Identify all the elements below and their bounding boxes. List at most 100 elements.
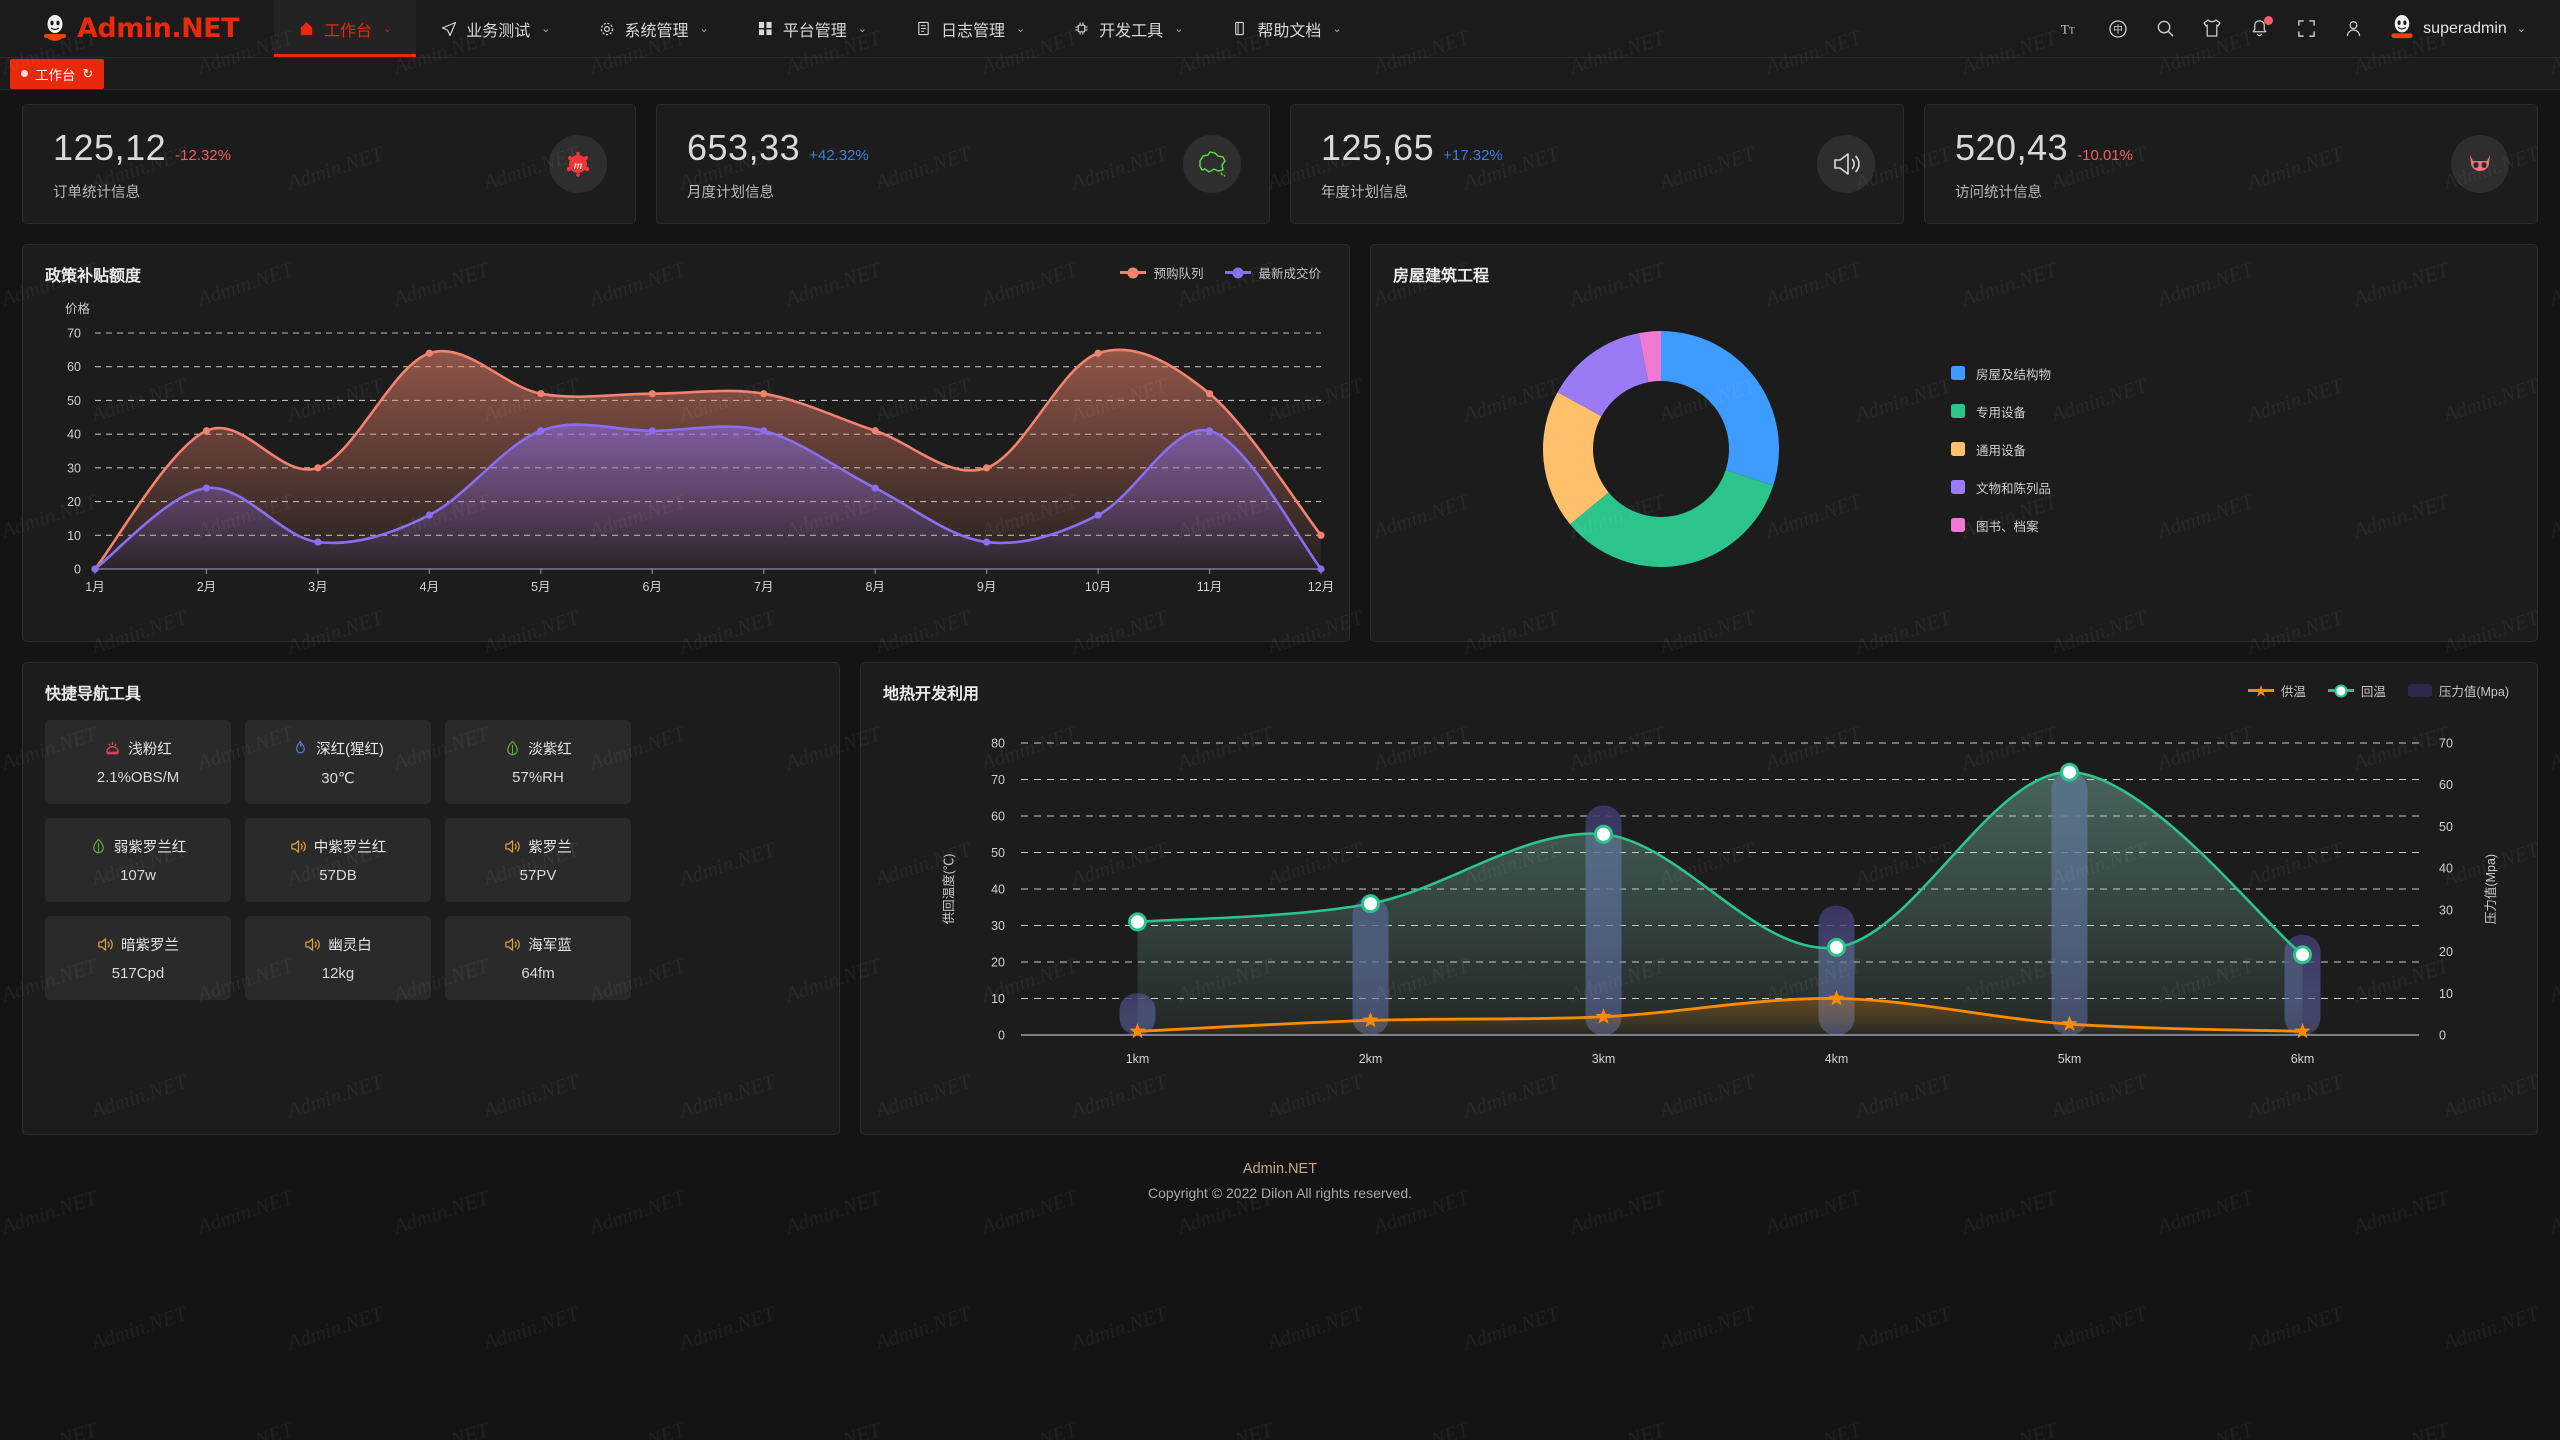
nav-item-platform-management[interactable]: 平台管理 ⌄ [733,0,891,57]
app-header: Admin.NET 工作台 ⌄ 业务测试 ⌄ 系统管理 ⌄ [0,0,2560,58]
donut-slice[interactable] [1661,331,1779,486]
donut-slice[interactable] [1543,392,1609,525]
nav-item-workbench[interactable]: 工作台 ⌄ [274,0,417,57]
donut-legend-item[interactable]: 文物和陈列品 [1951,478,2051,497]
policy-subsidy-chart-svg: 价格 0 10 20 30 40 50 60 70 1月 2月 3月 4月 5月 6月 7月 8月 9月 10月 11… [65,301,1334,594]
language-globe-icon[interactable]: 中 [2107,18,2129,40]
brand-name: Admin.NET [77,13,240,44]
brand[interactable]: Admin.NET [0,0,274,57]
quicknav-card[interactable]: 幽灵白 12kg [245,916,431,1000]
panel-title: 政策补贴额度 [45,268,142,285]
svg-text:5月: 5月 [531,580,550,594]
legend-item[interactable]: 回温 [2327,681,2386,700]
svg-text:10: 10 [67,529,81,543]
tab-bar: 工作台 ↻ [0,58,2560,90]
quicknav-value: 12kg [321,965,355,982]
svg-text:40: 40 [991,883,1005,897]
donut-slice[interactable] [1557,333,1649,417]
refresh-icon[interactable]: ↻ [82,65,94,81]
nav-item-system-management[interactable]: 系统管理 ⌄ [574,0,732,57]
speaker-icon [97,936,114,953]
stat-card-orders[interactable]: 125,12 -12.32% 订单统计信息 m [22,104,636,224]
stat-label: 月度计划信息 [687,184,774,201]
stat-value: 125,65 [1321,126,1435,168]
quicknav-card[interactable]: 弱紫罗兰红 107w [45,818,231,902]
donut-legend-item[interactable]: 图书、档案 [1951,516,2051,535]
quicknav-label: 中紫罗兰红 [313,840,387,856]
donut-legend-item[interactable]: 通用设备 [1951,440,2051,459]
legend-swatch [1951,404,1965,418]
legend-item[interactable]: 压力值(Mpa) [2407,681,2509,700]
svg-text:9月: 9月 [977,580,996,594]
svg-text:供回温度(℃): 供回温度(℃) [941,854,956,925]
building-engineering-panel: 房屋建筑工程 房屋及结构物 专用设备 通用设备 文物和陈列品 图书、档案 [1370,244,2538,642]
quicknav-card[interactable]: 暗紫罗兰 517Cpd [45,916,231,1000]
nav-label: 平台管理 [782,22,847,40]
svg-text:T: T [2069,25,2075,35]
theme-shirt-icon[interactable] [2201,18,2223,40]
svg-text:11月: 11月 [1197,580,1222,594]
speaker-icon [304,936,321,953]
legend-item[interactable]: 供温 [2247,681,2306,700]
nav-item-log-management[interactable]: 日志管理 ⌄ [891,0,1049,57]
chevron-down-icon: ⌄ [857,23,867,35]
svg-text:50: 50 [2439,820,2453,834]
quicknav-value: 64fm [521,965,555,982]
quicknav-card[interactable]: 深红(猩红) 30℃ [245,720,431,804]
nav-item-help-docs[interactable]: 帮助文档 ⌄ [1207,0,1365,57]
donut-legend-item[interactable]: 房屋及结构物 [1951,364,2051,383]
svg-text:3km: 3km [1592,1052,1616,1066]
donut-slice[interactable] [1638,331,1661,383]
quicknav-card[interactable]: 浅粉红 2.1%OBS/M [45,720,231,804]
tab-workbench[interactable]: 工作台 ↻ [10,58,105,89]
quicknav-card[interactable]: 紫罗兰 57PV [445,818,631,902]
nav-item-dev-tools[interactable]: 开发工具 ⌄ [1049,0,1207,57]
stat-card-visits[interactable]: 520,43 -10.01% 访问统计信息 [1924,104,2538,224]
svg-text:40: 40 [2439,862,2453,876]
donut-legend-item[interactable]: 专用设备 [1951,402,2051,421]
legend-label: 专用设备 [1976,405,2027,420]
avatar [2389,15,2415,42]
legend-item[interactable]: 预购队列 [1120,263,1203,282]
book-icon [1231,20,1248,37]
quicknav-card[interactable]: 海军蓝 64fm [445,916,631,1000]
bottom-row: 快捷导航工具 浅粉红 2.1%OBS/M 深红(猩红) 30℃ 淡紫红 57%RH 弱紫罗兰… [22,662,2538,1135]
geo-legend: 供温 回温 压力值(Mpa) [2247,663,2537,700]
quicknav-card[interactable]: 淡紫红 57%RH [445,720,631,804]
svg-text:2月: 2月 [197,580,216,594]
stat-card-annual-plan[interactable]: 125,65 +17.32% 年度计划信息 [1290,104,1904,224]
footer: Admin.NET Copyright © 2022 Dilon All rig… [22,1135,2538,1201]
svg-text:压力值(Mpa): 压力值(Mpa) [2483,854,2498,924]
quicknav-label: 深红(猩红) [316,741,384,758]
legend-label: 预购队列 [1153,267,1204,281]
legend-item[interactable]: 最新成交价 [1225,263,1321,282]
nav-label: 日志管理 [940,22,1005,40]
nav-label: 帮助文档 [1257,22,1322,40]
chart-legend: 预购队列 最新成交价 [1120,245,1349,282]
svg-text:70: 70 [991,773,1005,787]
notification-bell-icon[interactable] [2248,15,2274,40]
quicknav-value: 57%RH [512,769,564,786]
svg-text:40: 40 [67,428,81,442]
stat-value: 653,33 [687,126,801,168]
user-menu[interactable]: superadmin ⌄ [2389,15,2526,42]
svg-text:30: 30 [991,919,1005,933]
donut-slice[interactable] [1570,470,1774,567]
quicknav-card[interactable]: 中紫罗兰红 57DB [245,818,431,902]
chip-icon [1073,20,1090,37]
geothermal-chart-svg: 0 10 20 30 40 50 60 70 80 0 10 20 30 40 50 60 70 供回温度(℃) 压… [941,737,2498,1067]
svg-text:2km: 2km [1359,1052,1383,1066]
quicknav-label: 浅粉红 [128,742,172,758]
nav-item-business-test[interactable]: 业务测试 ⌄ [416,0,574,57]
notification-badge [2264,15,2274,25]
fullscreen-icon[interactable] [2295,18,2317,40]
svg-text:8月: 8月 [865,580,884,594]
stat-card-monthly-plan[interactable]: 653,33 +42.32% 月度计划信息 [656,104,1270,224]
search-icon[interactable] [2154,18,2176,40]
chevron-down-icon: ⌄ [699,23,709,35]
geothermal-panel: 地热开发利用 供温 回温 [860,662,2538,1135]
octocat-icon [2451,135,2509,193]
user-account-icon[interactable] [2342,18,2364,40]
